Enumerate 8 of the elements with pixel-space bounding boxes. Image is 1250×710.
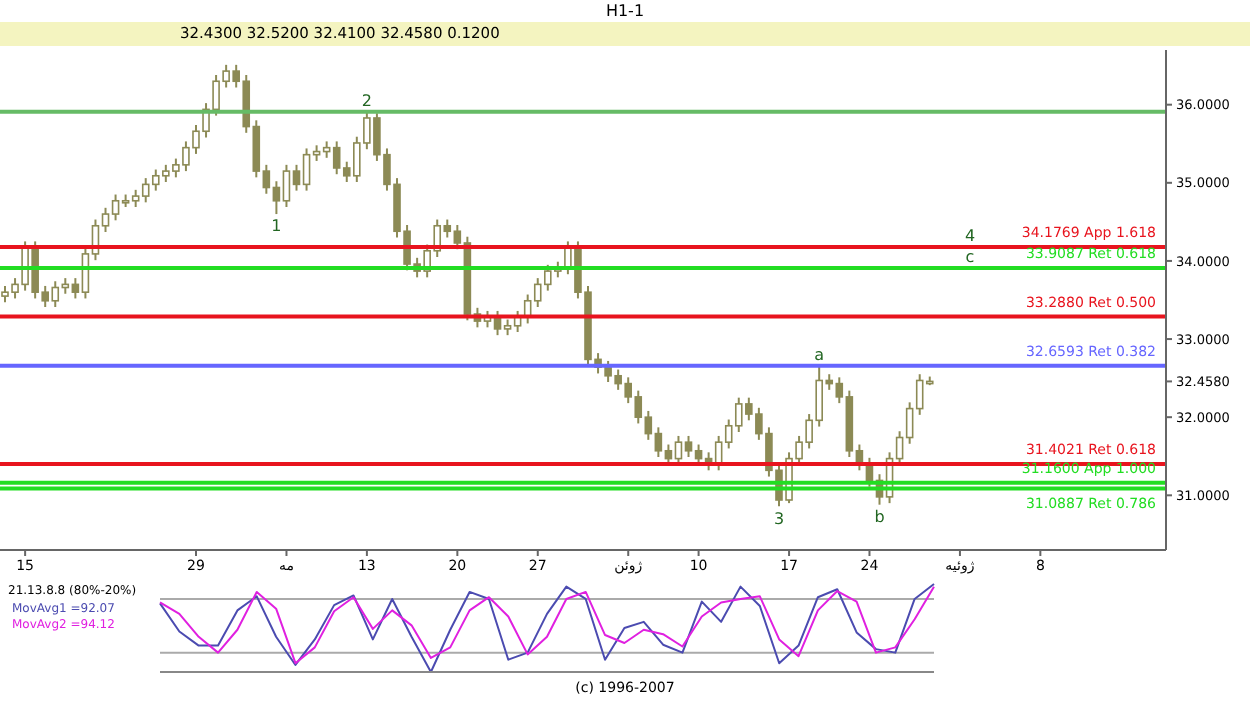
annotation: 4	[964, 227, 976, 246]
annotation: 2	[361, 91, 372, 110]
chart-title: H1-1	[603, 0, 647, 22]
annotation: c	[965, 248, 975, 267]
annotation: a	[814, 345, 825, 364]
annotation: 3	[773, 509, 785, 528]
annotation: b	[874, 508, 885, 527]
annotation: 1	[271, 217, 282, 236]
